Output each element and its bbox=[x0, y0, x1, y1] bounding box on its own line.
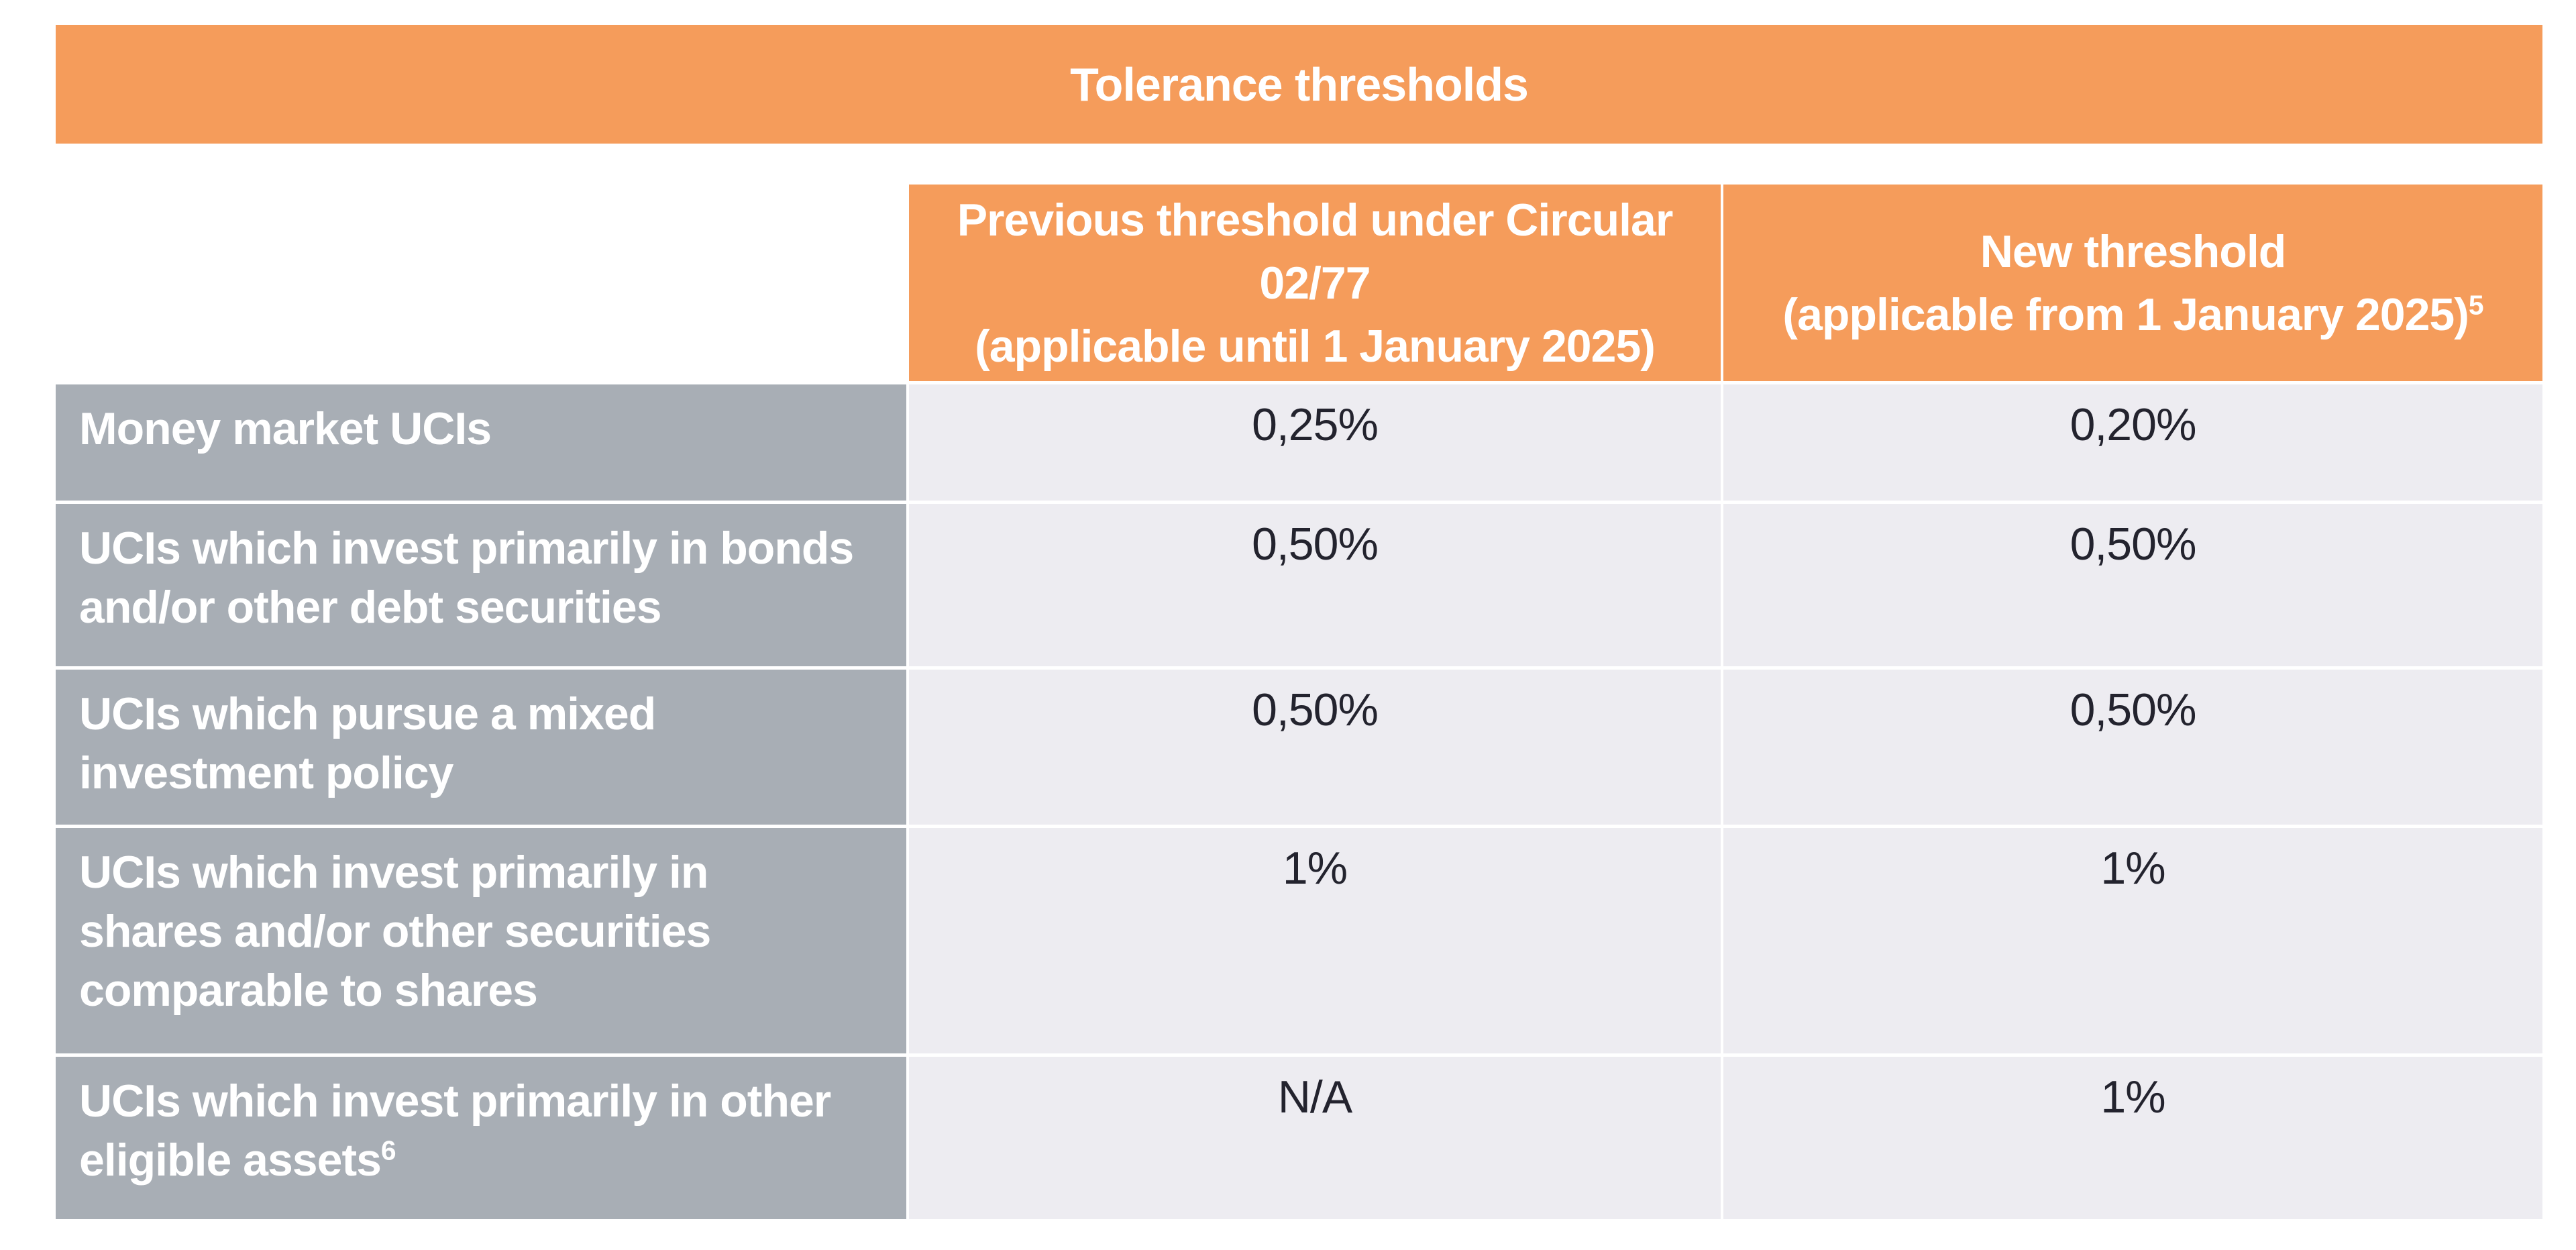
cell-value: 1% bbox=[1282, 843, 1348, 894]
row-label-money-market-ucis: Money market UCIs bbox=[56, 384, 906, 501]
row-label-line: Money market UCIs bbox=[79, 403, 492, 454]
column-header-previous-threshold: Previous threshold under Circular 02/77 … bbox=[909, 185, 1721, 381]
cell-value: 0,20% bbox=[2070, 399, 2197, 450]
row-label-share-ucis: UCIs which invest primarily in shares an… bbox=[56, 828, 906, 1053]
previous-threshold-value: 0,50% bbox=[909, 670, 1721, 825]
column-header-line: New threshold bbox=[1980, 225, 2286, 277]
cell-value: N/A bbox=[1277, 1072, 1352, 1123]
column-header-line-text: (applicable from 1 January 2025) bbox=[1782, 289, 2469, 340]
row-label-line-text: eligible assets bbox=[79, 1135, 382, 1186]
cell-value: 0,50% bbox=[2070, 684, 2197, 735]
previous-threshold-value: 0,50% bbox=[909, 504, 1721, 666]
footnote-marker: 5 bbox=[2468, 289, 2484, 320]
row-label-line: eligible assets6 bbox=[79, 1131, 893, 1190]
column-header-new-threshold: New threshold (applicable from 1 January… bbox=[1723, 185, 2542, 381]
table-title-banner: Tolerance thresholds bbox=[56, 25, 2542, 144]
header-corner-empty-cell bbox=[56, 185, 906, 381]
cell-value: 1% bbox=[2100, 1072, 2165, 1123]
cell-value: 0,50% bbox=[1252, 519, 1379, 570]
column-header-line: Previous threshold under Circular bbox=[957, 194, 1674, 246]
column-header-line: 02/77 bbox=[1259, 257, 1371, 309]
row-label-other-eligible-assets-ucis: UCIs which invest primarily in other eli… bbox=[56, 1057, 906, 1219]
footnote-marker: 6 bbox=[380, 1135, 396, 1166]
cell-value: 0,50% bbox=[2070, 519, 2197, 570]
new-threshold-value: 0,50% bbox=[1723, 670, 2542, 825]
previous-threshold-value: 0,25% bbox=[909, 384, 1721, 501]
previous-threshold-value: 1% bbox=[909, 828, 1721, 1053]
cell-value: 1% bbox=[2100, 843, 2165, 894]
row-label-line: shares and/or other securities bbox=[79, 906, 711, 957]
cell-value: 0,50% bbox=[1252, 684, 1379, 735]
row-label-line: and/or other debt securities bbox=[79, 582, 662, 633]
tolerance-thresholds-table: Previous threshold under Circular 02/77 … bbox=[56, 185, 2542, 1219]
table-title: Tolerance thresholds bbox=[1070, 58, 1529, 111]
new-threshold-value: 1% bbox=[1723, 828, 2542, 1053]
new-threshold-value: 1% bbox=[1723, 1057, 2542, 1219]
row-label-line: investment policy bbox=[79, 747, 453, 798]
previous-threshold-value: N/A bbox=[909, 1057, 1721, 1219]
new-threshold-value: 0,50% bbox=[1723, 504, 2542, 666]
column-header-line: (applicable from 1 January 2025)5 bbox=[1782, 283, 2483, 346]
row-label-bond-ucis: UCIs which invest primarily in bonds and… bbox=[56, 504, 906, 666]
cell-value: 0,25% bbox=[1252, 399, 1379, 450]
row-label-line: UCIs which invest primarily in bonds bbox=[79, 523, 854, 574]
row-label-mixed-policy-ucis: UCIs which pursue a mixed investment pol… bbox=[56, 670, 906, 825]
row-label-line: comparable to shares bbox=[79, 965, 538, 1016]
row-label-line: UCIs which pursue a mixed bbox=[79, 688, 656, 739]
new-threshold-value: 0,20% bbox=[1723, 384, 2542, 501]
row-label-line: UCIs which invest primarily in other bbox=[79, 1076, 831, 1127]
row-label-line: UCIs which invest primarily in bbox=[79, 847, 708, 898]
column-header-line: (applicable until 1 January 2025) bbox=[975, 320, 1656, 372]
